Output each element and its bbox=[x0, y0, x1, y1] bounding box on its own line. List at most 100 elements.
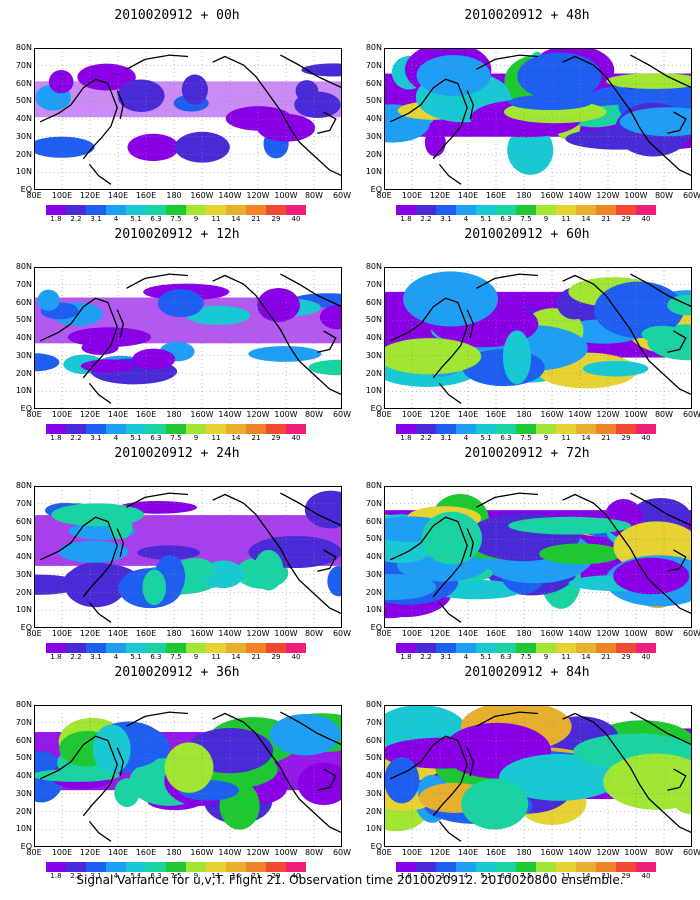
latitude-label: 20N bbox=[15, 368, 32, 378]
variance-contour bbox=[502, 330, 532, 385]
longitude-label: 160E bbox=[485, 191, 507, 200]
colorbar-swatch bbox=[456, 205, 476, 215]
latitude-label: 60N bbox=[15, 735, 32, 745]
latitude-label: 70N bbox=[15, 60, 32, 70]
latitude-label: 80N bbox=[365, 700, 382, 709]
colorbar-swatch bbox=[46, 643, 66, 653]
variance-contour bbox=[641, 325, 684, 343]
colorbar-label: 3.1 bbox=[90, 653, 102, 661]
colorbar-swatch bbox=[46, 862, 66, 872]
latitude-label: 80N bbox=[15, 700, 32, 709]
coastline bbox=[317, 111, 337, 134]
longitude-label: 60W bbox=[682, 191, 700, 200]
variance-contour bbox=[81, 340, 119, 355]
colorbar-label: 11 bbox=[561, 872, 571, 880]
longitude-label: 100E bbox=[401, 629, 423, 638]
colorbar-label: 21 bbox=[601, 215, 611, 223]
longitude-label: 180 bbox=[166, 191, 182, 200]
colorbar-label: 21 bbox=[251, 872, 261, 880]
coastline bbox=[667, 330, 687, 353]
variance-map bbox=[34, 486, 342, 628]
variance-contour bbox=[304, 490, 342, 529]
colorbar-swatch bbox=[416, 862, 436, 872]
longitude-label: 140E bbox=[107, 848, 129, 857]
variance-map bbox=[384, 705, 692, 847]
longitude-label: 100W bbox=[274, 410, 298, 419]
longitude-label: 120E bbox=[79, 191, 101, 200]
longitude-label: 160E bbox=[135, 410, 157, 419]
variance-contour bbox=[142, 569, 167, 606]
coastline bbox=[317, 330, 337, 353]
coastline bbox=[126, 273, 189, 289]
coastline bbox=[280, 54, 342, 89]
coastline bbox=[212, 493, 342, 615]
colorbar-swatch bbox=[206, 643, 226, 653]
variance-contour bbox=[80, 359, 136, 373]
longitude-label: 140W bbox=[568, 191, 592, 200]
longitude-label: 160E bbox=[485, 410, 507, 419]
longitude-label: 160W bbox=[540, 629, 564, 638]
map-panel: 2010020912 + 84h 80N 70N 60N 50N 40N 30N 20N 10N… bbox=[362, 665, 700, 880]
longitude-label: 80W bbox=[304, 629, 324, 638]
colorbar-label: 2.2 bbox=[420, 653, 432, 661]
variance-contour bbox=[421, 511, 482, 565]
variance-contour bbox=[257, 287, 301, 322]
colorbar-label: 1.8 bbox=[400, 434, 412, 442]
colorbar-label: 7.5 bbox=[170, 653, 182, 661]
coastline bbox=[476, 54, 539, 70]
map-panel: 2010020912 + 12h 80N 70N 60N 50N 40N 30N 20N 10N… bbox=[12, 227, 351, 442]
colorbar-label: 40 bbox=[641, 215, 651, 223]
coastline bbox=[116, 309, 124, 339]
colorbar-label: 2.2 bbox=[420, 434, 432, 442]
colorbar-label: 1.8 bbox=[400, 653, 412, 661]
map-canvas bbox=[34, 705, 342, 847]
colorbar-label: 1.8 bbox=[400, 215, 412, 223]
latitude-label: 10N bbox=[15, 824, 32, 834]
colorbar bbox=[46, 424, 306, 434]
longitude-label: 120E bbox=[79, 629, 101, 638]
longitude-label: 120W bbox=[596, 848, 620, 857]
variance-contour bbox=[164, 742, 214, 793]
panel-title: 2010020912 + 36h bbox=[114, 665, 240, 680]
latitude-label: EQ bbox=[20, 623, 32, 632]
coastline bbox=[126, 711, 189, 727]
longitude-label: 160E bbox=[135, 848, 157, 857]
longitude-label: 120E bbox=[79, 410, 101, 419]
variance-map bbox=[384, 48, 692, 190]
variance-contour bbox=[603, 753, 692, 810]
colorbar-swatch bbox=[266, 643, 286, 653]
coastline bbox=[389, 735, 468, 817]
coastline bbox=[438, 382, 462, 404]
coastline bbox=[39, 735, 118, 817]
colorbar-label: 3.1 bbox=[440, 653, 452, 661]
colorbar-label: 6.3 bbox=[500, 215, 512, 223]
colorbar-swatch bbox=[416, 205, 436, 215]
coastline bbox=[116, 528, 124, 558]
colorbar-swatch bbox=[166, 424, 186, 434]
longitude-label: 80E bbox=[376, 410, 392, 419]
colorbar-label: 5.1 bbox=[130, 653, 142, 661]
longitude-label: 180 bbox=[166, 848, 182, 857]
variance-contour bbox=[613, 557, 690, 595]
longitude-label: 140W bbox=[568, 629, 592, 638]
colorbar-swatch bbox=[536, 424, 556, 434]
colorbar-label: 21 bbox=[251, 215, 261, 223]
colorbar-swatch bbox=[226, 862, 246, 872]
colorbar-swatch bbox=[596, 424, 616, 434]
variance-contour bbox=[34, 136, 95, 158]
colorbar-swatch bbox=[66, 862, 86, 872]
colorbar-swatch bbox=[476, 862, 496, 872]
map-frame bbox=[34, 48, 342, 190]
variance-map bbox=[34, 267, 342, 409]
map-canvas bbox=[384, 267, 692, 409]
longitude-label: 80W bbox=[654, 410, 674, 419]
coastline bbox=[39, 516, 118, 598]
colorbar-swatch bbox=[616, 862, 636, 872]
variance-contour bbox=[308, 359, 342, 376]
colorbar-swatch bbox=[576, 862, 596, 872]
colorbar-swatch bbox=[286, 643, 306, 653]
longitude-label: 100E bbox=[51, 410, 73, 419]
colorbar-label: 40 bbox=[291, 215, 301, 223]
longitude-label: 120W bbox=[246, 629, 270, 638]
colorbar bbox=[396, 643, 656, 653]
